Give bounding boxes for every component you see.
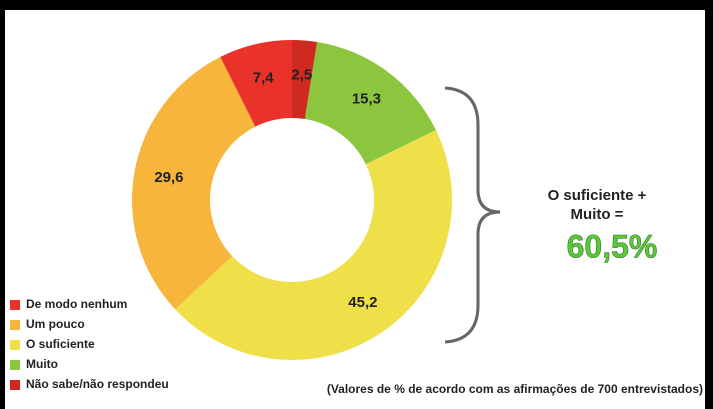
donut-segment [132, 56, 256, 310]
value-label: 2,5 [291, 66, 312, 83]
legend-swatch [10, 320, 20, 330]
donut-segment [220, 40, 292, 127]
legend-label: Não sabe/não respondeu [26, 377, 169, 391]
legend-label: Muito [26, 357, 58, 371]
legend-swatch [10, 380, 20, 390]
donut-segment [292, 40, 318, 120]
annotation-line: O suficiente + [548, 187, 647, 204]
annotation-line: Muito = [571, 206, 624, 223]
legend-swatch [10, 340, 20, 350]
legend-swatch [10, 360, 20, 370]
donut-segment [175, 130, 452, 360]
value-label: 45,2 [348, 294, 377, 311]
donut-segment [304, 41, 436, 165]
footnote: (Valores de % de acordo com as afirmaçõe… [327, 382, 703, 396]
legend-label: De modo nenhum [26, 297, 127, 311]
annotation-value: 60,5% [567, 228, 658, 264]
value-label: 7,4 [253, 69, 275, 86]
brace [444, 86, 501, 344]
value-label: 15,3 [352, 91, 381, 108]
legend-label: O suficiente [26, 337, 95, 351]
legend-label: Um pouco [26, 317, 85, 331]
legend-swatch [10, 300, 20, 310]
value-label: 29,6 [154, 169, 183, 186]
